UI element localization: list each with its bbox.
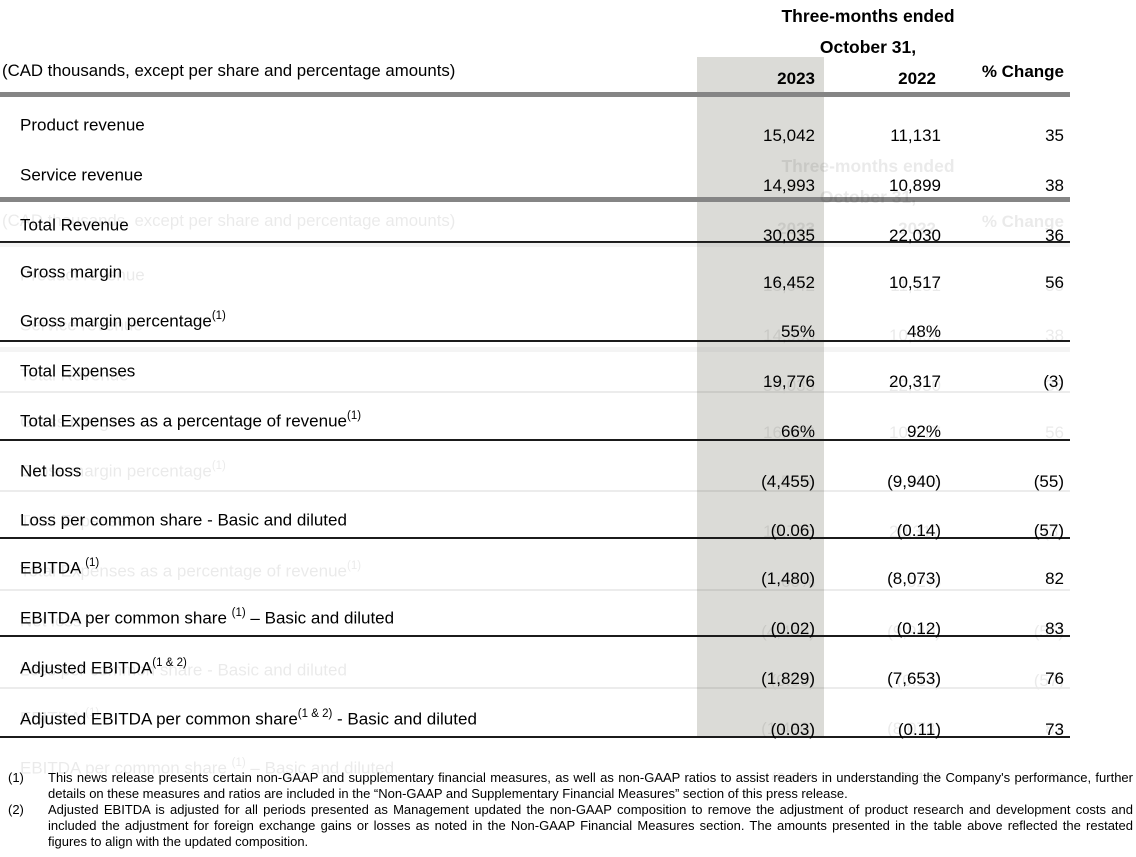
divider	[0, 241, 1070, 243]
value-change: 35	[1045, 126, 1064, 145]
value-2023: (1,480)	[761, 569, 815, 588]
highlight-column-2023	[697, 57, 824, 737]
row-label: Gross margin	[20, 262, 123, 282]
value-2022: 22,030	[889, 226, 941, 245]
row-label: Total Expenses	[20, 361, 136, 381]
table-row-adjusted-ebitda: Adjusted EBITDA(1 & 2) (1,829) (7,653) 7…	[0, 657, 1070, 707]
value-change: (55)	[1033, 472, 1064, 491]
value-2023: 16,452	[763, 273, 815, 292]
value-2022: (9,940)	[887, 472, 941, 491]
row-label: Adjusted EBITDA per common share	[20, 709, 298, 729]
value-2022: 92%	[906, 422, 941, 441]
table-row-total-expenses-percentage: Total Expenses as a percentage of revenu…	[0, 410, 1070, 460]
divider	[0, 340, 1070, 342]
value-change: (3)	[1043, 372, 1064, 391]
value-2022: (8,073)	[887, 569, 941, 588]
value-2022: 10,899	[889, 176, 941, 195]
footnote-ref: (1 & 2)	[297, 708, 333, 720]
footnote-ref: (1)	[231, 607, 246, 619]
column-header-2022: 2022	[898, 69, 936, 88]
divider	[0, 635, 1070, 637]
period-header-line1: Three-months ended	[781, 6, 955, 26]
value-2023: 55%	[780, 322, 815, 341]
value-change: 56	[1045, 273, 1064, 292]
table-row-total-revenue: Total Revenue 30,035 22,030 36	[0, 215, 1070, 264]
value-2023: (1,829)	[761, 669, 815, 688]
row-label: Product revenue	[20, 115, 145, 135]
table-row-product-revenue: Product revenue 15,042 11,131 35	[0, 115, 1070, 164]
footnote-ref: (1)	[85, 557, 100, 569]
value-2023: 19,776	[763, 372, 815, 391]
row-label: EBITDA	[20, 558, 86, 578]
row-label: Gross margin percentage	[20, 311, 212, 331]
value-2023: 66%	[780, 422, 815, 441]
value-change: 82	[1045, 569, 1064, 588]
table-row-service-revenue: Service revenue 14,993 10,899 38	[0, 165, 1070, 214]
value-2022: (0.12)	[896, 619, 941, 638]
value-change: 83	[1045, 619, 1064, 638]
value-change: 76	[1045, 669, 1064, 688]
row-label: Adjusted EBITDA	[20, 658, 153, 678]
value-change: (57)	[1033, 521, 1064, 540]
table-row-gross-margin: Gross margin 16,452 10,517 56	[0, 262, 1070, 311]
value-2023: 15,042	[763, 126, 815, 145]
header-divider	[0, 92, 1070, 97]
value-2022: (0.14)	[896, 521, 941, 540]
column-header-pct-change: % Change	[981, 62, 1064, 81]
value-2023: 30,035	[763, 226, 815, 245]
table-row-ebitda: EBITDA (1) (1,480) (8,073) 82	[0, 557, 1070, 607]
divider	[0, 537, 1070, 539]
footnote-1-marker: (1)	[8, 770, 24, 785]
value-2023: (0.03)	[770, 720, 815, 739]
value-2023: 14,993	[763, 176, 815, 195]
column-header-2023: 2023	[777, 69, 815, 88]
revenue-group-divider	[0, 197, 1070, 202]
row-label: Total Expenses as a percentage of revenu…	[20, 411, 347, 431]
table-row-gross-margin-percentage: Gross margin percentage(1) 55% 48%	[0, 310, 1070, 360]
footnote-1-text: This news release presents certain non-G…	[48, 770, 1133, 801]
table-bottom-divider	[0, 736, 1070, 738]
footnote-2-text: Adjusted EBITDA is adjusted for all peri…	[48, 802, 1133, 849]
table-row-net-loss: Net loss (4,455) (9,940) (55)	[0, 461, 1070, 510]
value-2023: (4,455)	[761, 472, 815, 491]
value-2022: (0.11)	[897, 720, 941, 739]
value-2022: 11,131	[890, 126, 941, 145]
divider	[0, 439, 1070, 441]
footnote-ref: (1)	[211, 310, 226, 322]
row-label: Loss per common share - Basic and dilute…	[20, 510, 347, 530]
value-2023: (0.06)	[770, 521, 815, 540]
value-2022: 48%	[906, 322, 941, 341]
footnote-ref: (1 & 2)	[152, 657, 187, 669]
table-row-total-expenses: Total Expenses 19,776 20,317 (3)	[0, 361, 1070, 410]
value-2022: 10,517	[889, 273, 941, 292]
table-row-loss-per-share: Loss per common share - Basic and dilute…	[0, 510, 1070, 559]
table-row-adjusted-ebitda-per-share: Adjusted EBITDA per common share(1 & 2) …	[20, 708, 1064, 739]
row-label: Service revenue	[20, 165, 143, 185]
value-2022: (7,653)	[887, 669, 941, 688]
footnote-2-marker: (2)	[8, 802, 24, 817]
value-change: 38	[1045, 176, 1064, 195]
period-header-line2: October 31,	[819, 37, 917, 57]
row-label: EBITDA per common share	[20, 608, 232, 628]
value-2022: 20,317	[889, 372, 941, 391]
value-2023: (0.02)	[770, 619, 815, 638]
row-label: Total Revenue	[20, 215, 129, 235]
value-change: 73	[1045, 720, 1064, 739]
units-note: (CAD thousands, except per share and per…	[2, 61, 456, 80]
footnote-ref: (1)	[347, 410, 362, 422]
row-label: Net loss	[20, 461, 82, 481]
value-change: 36	[1045, 226, 1064, 245]
table-row-ebitda-per-share: EBITDA per common share (1) – Basic and …	[20, 607, 1064, 638]
